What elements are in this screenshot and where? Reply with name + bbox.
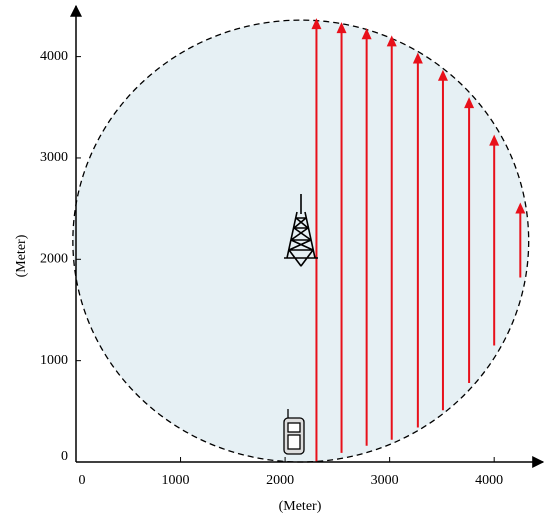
arrow-head	[386, 35, 397, 47]
y-tick-label: 2000	[40, 252, 68, 267]
plot-area	[72, 18, 530, 463]
x-tick-label: 2000	[266, 473, 294, 488]
x-tick-label: 4000	[475, 473, 503, 488]
arrow-head	[437, 69, 448, 81]
phone-icon	[283, 409, 305, 455]
x-tick-label: 3000	[371, 473, 399, 488]
y-tick-label: 1000	[40, 353, 68, 368]
y-tick-label: 0	[61, 449, 68, 464]
arrow-head	[489, 134, 500, 146]
arrow-head	[464, 97, 475, 109]
x-axis-label: (Meter)	[279, 499, 322, 514]
arrow-head	[515, 202, 526, 214]
arrow-head	[311, 18, 322, 30]
y-axis-label: (Meter)	[14, 234, 29, 277]
x-tick-label: 0	[79, 473, 86, 488]
y-tick-label: 3000	[40, 150, 68, 165]
tower-icon	[284, 194, 318, 267]
coverage-circle	[72, 19, 530, 463]
arrow-head	[336, 22, 347, 34]
arrow-head	[361, 28, 372, 40]
x-tick-label: 1000	[162, 473, 190, 488]
arrow-head	[412, 52, 423, 64]
y-tick-label: 4000	[40, 49, 68, 64]
